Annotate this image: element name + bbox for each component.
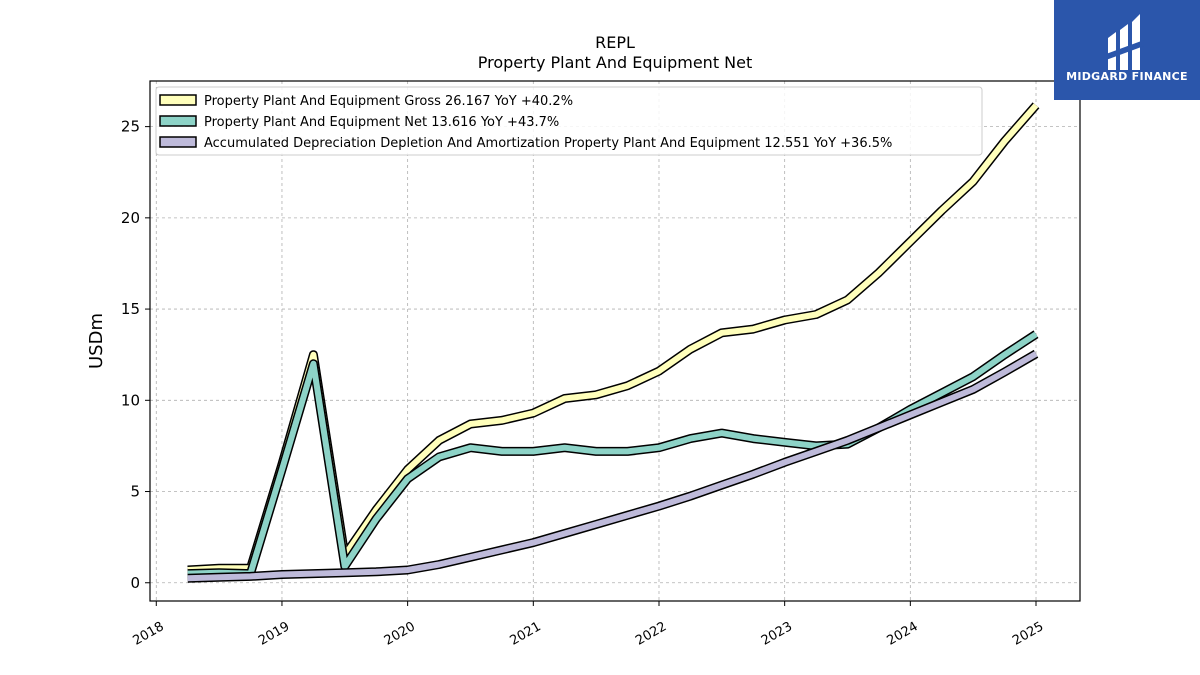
grid [150, 81, 1080, 601]
logo-text: MIDGARD FINANCE [1066, 70, 1188, 83]
legend-swatch-2 [159, 136, 197, 148]
y-tick-label: 15 [121, 300, 140, 318]
legend-label-2: Accumulated Depreciation Depletion And A… [204, 136, 892, 151]
y-tick-label: 10 [121, 391, 140, 409]
y-tick-label: 20 [121, 209, 140, 227]
y-tick-label: 25 [121, 118, 140, 136]
legend-label-1: Property Plant And Equipment Net 13.616 … [204, 115, 559, 130]
series-lines [187, 102, 1040, 583]
legend-swatch-0 [159, 94, 197, 106]
series-line-2 [187, 351, 1038, 582]
y-axis: 0 5 10 15 20 25 [121, 118, 150, 592]
brand-logo: MIDGARD FINANCE [1054, 0, 1200, 100]
y-tick-label: 0 [130, 574, 140, 592]
legend-swatch-1 [159, 115, 197, 127]
chart-subtitle: Property Plant And Equipment Net [478, 53, 753, 72]
legend: Property Plant And Equipment Gross 26.16… [155, 86, 983, 156]
legend-box [155, 86, 983, 156]
logo-mark-icon [1106, 14, 1144, 70]
chart-title: REPL [595, 33, 635, 52]
legend-label-0: Property Plant And Equipment Gross 26.16… [204, 94, 573, 109]
y-tick-label: 5 [130, 483, 140, 501]
y-axis-label: USDm [86, 313, 107, 369]
plot-frame [149, 80, 1081, 602]
